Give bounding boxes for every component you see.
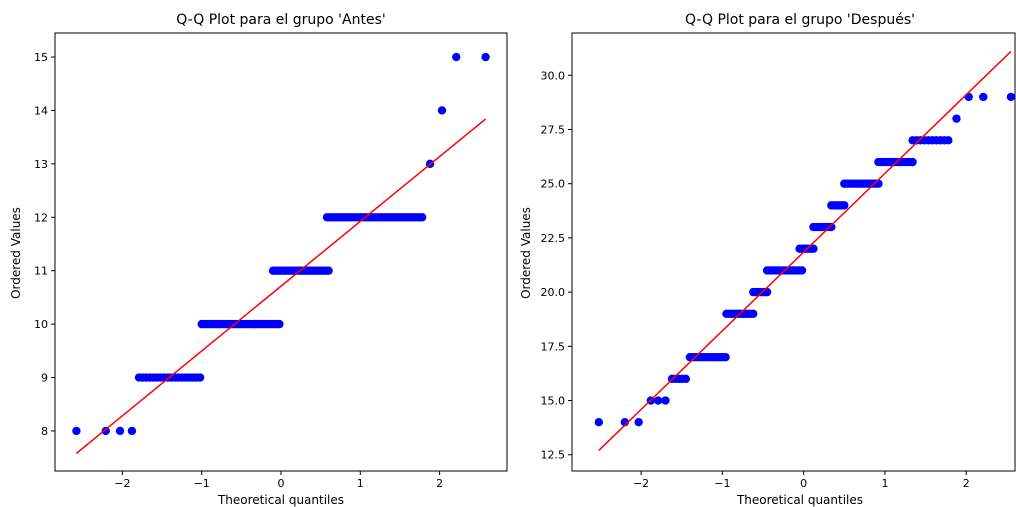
y-tick-label: 15.0	[541, 395, 566, 408]
data-point	[762, 287, 772, 297]
y-tick-label: 27.5	[541, 123, 566, 136]
y-tick-label: 17.5	[541, 340, 566, 353]
y-tick-label: 13	[34, 158, 48, 171]
y-tick-label: 14	[34, 104, 48, 117]
data-point	[101, 426, 110, 436]
x-tick-label: −1	[194, 477, 210, 490]
data-point	[437, 106, 447, 115]
data-point	[324, 266, 333, 275]
data-marks-antes	[72, 52, 490, 454]
data-point	[661, 396, 670, 405]
y-tick-label: 11	[34, 265, 48, 278]
data-point	[195, 373, 205, 382]
y-tick-label: 8	[41, 425, 48, 438]
x-tick-label: 0	[800, 477, 807, 490]
data-point	[1006, 92, 1016, 102]
y-tick-label: 10	[34, 318, 48, 331]
plot-frame-despues	[571, 32, 1016, 472]
chart-title-despues: Q-Q Plot para el grupo 'Después'	[685, 12, 915, 28]
data-point	[721, 352, 730, 362]
qq-plot-despues: Q-Q Plot para el grupo 'Después' Theoret…	[519, 12, 1016, 507]
data-point	[827, 222, 836, 232]
x-axis-label-antes: Theoretical quantiles	[217, 493, 344, 507]
y-tick-label: 12.5	[541, 449, 566, 462]
data-point	[952, 114, 961, 123]
x-tick-label: −2	[114, 477, 130, 490]
data-point	[115, 426, 125, 436]
y-tick-label: 30.0	[541, 69, 566, 82]
y-tick-label: 9	[41, 372, 48, 385]
data-point	[749, 309, 758, 318]
y-tick-label: 15	[34, 51, 48, 64]
data-point	[594, 418, 604, 427]
data-point	[72, 426, 81, 436]
y-axis-label-despues: Ordered Values	[519, 207, 533, 299]
x-tick-label: 0	[278, 477, 285, 490]
data-point	[275, 319, 284, 329]
y-axis-label-antes: Ordered Values	[9, 207, 23, 299]
data-point	[620, 418, 630, 427]
data-point	[964, 92, 973, 102]
qq-plot-antes: Q-Q Plot para el grupo 'Antes' Theoretic…	[9, 12, 508, 507]
data-point	[452, 52, 461, 62]
data-point	[681, 374, 690, 384]
data-point	[653, 396, 663, 405]
x-tick-label: 2	[963, 477, 970, 490]
y-tick-label: 20.0	[541, 286, 566, 299]
y-tick-label: 12	[34, 211, 48, 224]
axis-ticks-despues: −2 −1 0 1 2 12.5 15.0 17.5 20.0 22.5 25.0 27.5 30.0	[541, 69, 970, 490]
data-point	[874, 179, 883, 188]
data-point	[809, 244, 818, 253]
data-point	[979, 92, 988, 102]
data-point	[481, 52, 490, 62]
data-point	[634, 418, 643, 427]
data-point	[908, 157, 917, 167]
x-tick-label: 1	[357, 477, 364, 490]
chart-title-antes: Q-Q Plot para el grupo 'Antes'	[176, 12, 385, 28]
y-tick-label: 22.5	[541, 232, 566, 245]
data-point	[840, 201, 849, 210]
x-axis-label-despues: Theoretical quantiles	[736, 493, 863, 507]
reference-line	[75, 118, 487, 454]
data-marks-despues	[594, 50, 1016, 451]
x-tick-label: −2	[633, 477, 649, 490]
x-tick-label: −1	[714, 477, 730, 490]
x-tick-label: 1	[881, 477, 888, 490]
plot-frame-antes	[54, 32, 508, 472]
data-point	[127, 426, 137, 436]
y-tick-label: 25.0	[541, 178, 566, 191]
data-point	[417, 213, 427, 222]
x-tick-label: 2	[436, 477, 443, 490]
data-point	[797, 266, 807, 275]
reference-line	[598, 50, 1012, 451]
data-point	[944, 136, 953, 145]
